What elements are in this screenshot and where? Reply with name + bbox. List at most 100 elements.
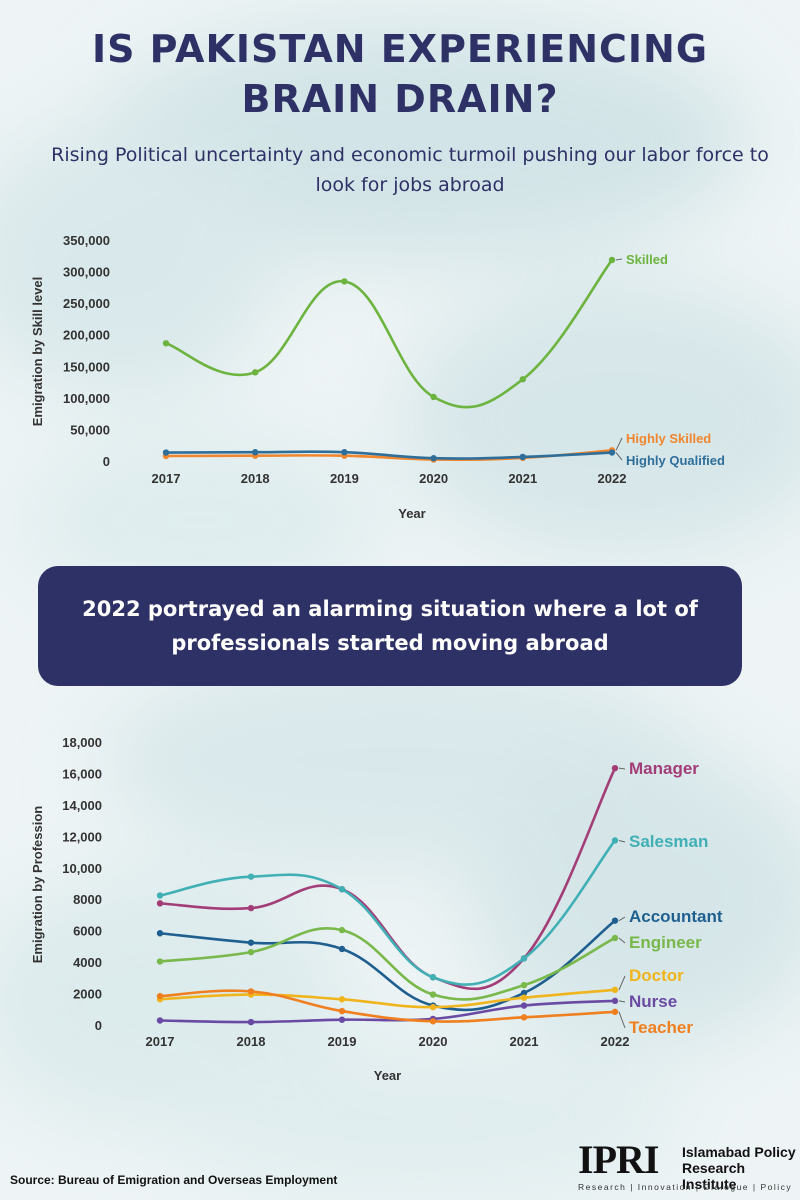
logo-name-line-2: Research Institute <box>682 1160 746 1192</box>
series-line-doctor <box>158 988 617 1009</box>
page-subtitle: Rising Political uncertainty and economi… <box>51 144 769 196</box>
series-label-nurse: Nurse <box>629 992 677 1011</box>
series-label-manager: Manager <box>629 759 699 778</box>
data-point-teacher <box>338 1007 346 1015</box>
series-line-teacher <box>158 989 617 1023</box>
data-point-accountant <box>611 917 619 924</box>
x-tick-label: 2019 <box>330 471 359 486</box>
data-point-highly-qualified <box>162 449 170 456</box>
data-point-doctor <box>520 994 528 1001</box>
x-tick-label: 2017 <box>146 1034 175 1049</box>
logo-name-line-1: Islamabad Policy <box>682 1144 796 1160</box>
data-point-salesman <box>338 886 346 893</box>
y-tick-label: 4000 <box>73 955 102 970</box>
data-point-salesman <box>429 974 437 981</box>
page-title: IS PAKISTAN EXPERIENCING BRAIN DRAIN? <box>0 24 800 124</box>
data-point-teacher <box>611 1008 619 1016</box>
data-point-salesman <box>520 955 528 962</box>
data-point-highly-qualified <box>430 455 437 462</box>
series-label-salesman: Salesman <box>629 832 708 851</box>
y-axis-label: Emigration by Skill level <box>30 277 45 427</box>
data-point-teacher <box>429 1018 437 1025</box>
data-point-doctor <box>611 986 619 994</box>
data-point-nurse <box>611 997 619 1005</box>
x-tick-label: 2020 <box>419 471 448 486</box>
series-label-engineer: Engineer <box>629 933 702 952</box>
series-label-highly-qualified: Highly Qualified <box>626 453 725 468</box>
x-tick-label: 2022 <box>601 1034 630 1049</box>
source-note: Source: Bureau of Emigration and Oversea… <box>10 1173 338 1187</box>
x-tick-label: 2022 <box>598 471 627 486</box>
data-point-nurse <box>247 1018 255 1026</box>
ipri-logo: IPRI Islamabad Policy Research Institute… <box>578 1140 798 1195</box>
data-point-skilled <box>608 256 616 264</box>
y-tick-label: 8000 <box>73 892 102 907</box>
y-tick-label: 350,000 <box>63 233 110 248</box>
x-tick-label: 2021 <box>508 471 537 486</box>
series-label-accountant: Accountant <box>629 907 723 926</box>
y-tick-label: 200,000 <box>63 328 110 343</box>
skill-level-chart: 0 50,000 100,000 150,000 200,000 250,000 300,0… <box>30 233 725 521</box>
leader-line-highly-skilled <box>615 437 623 451</box>
x-tick-label: 2020 <box>419 1034 448 1049</box>
data-point-salesman <box>156 892 164 899</box>
title-line-1: IS PAKISTAN EXPERIENCING <box>91 27 709 71</box>
leader-line-salesman <box>618 839 626 843</box>
x-tick-label: 2017 <box>152 471 181 486</box>
logo-tagline: Research | Innovation | Dialogue | Polic… <box>578 1182 793 1192</box>
data-point-engineer <box>247 948 255 956</box>
leader-line-skilled <box>615 258 623 261</box>
title-line-2: BRAIN DRAIN? <box>241 77 559 121</box>
leader-line-doctor <box>618 975 626 991</box>
leader-line-engineer <box>618 937 626 944</box>
data-point-accountant <box>156 930 164 937</box>
logo-name: Islamabad Policy Research Institute <box>682 1144 798 1192</box>
data-point-highly-qualified <box>519 453 526 461</box>
data-point-highly-qualified <box>608 449 616 456</box>
data-point-doctor <box>429 1003 437 1011</box>
series-label-skilled: Skilled <box>626 252 668 267</box>
data-point-engineer <box>611 934 619 942</box>
data-point-accountant <box>520 989 528 997</box>
leader-line-highly-qualified <box>615 452 623 461</box>
data-point-highly-qualified <box>341 449 348 456</box>
highlight-banner: 2022 portrayed an alarming situation whe… <box>38 566 742 686</box>
x-tick-label: 2018 <box>241 471 270 486</box>
y-tick-label: 16,000 <box>62 766 102 781</box>
y-tick-label: 18,000 <box>62 735 102 750</box>
data-point-nurse <box>520 1002 528 1009</box>
data-point-manager <box>156 900 164 907</box>
data-point-nurse <box>338 1016 346 1023</box>
data-point-skilled <box>430 393 437 401</box>
data-point-skilled <box>162 340 170 347</box>
leader-line-teacher <box>618 1011 626 1029</box>
series-line-engineer <box>158 927 617 1001</box>
data-point-teacher <box>247 988 255 995</box>
logo-mark: IPRI <box>578 1137 659 1182</box>
series-label-doctor: Doctor <box>629 966 684 985</box>
y-tick-label: 10,000 <box>62 861 102 876</box>
data-point-salesman <box>247 873 255 880</box>
data-point-doctor <box>338 996 346 1003</box>
data-point-nurse <box>156 1017 164 1024</box>
y-tick-label: 0 <box>95 1018 102 1033</box>
series-line-nurse <box>158 999 617 1024</box>
data-point-teacher <box>520 1014 528 1021</box>
leader-line-accountant <box>618 916 626 922</box>
data-point-engineer <box>429 991 437 998</box>
data-point-engineer <box>338 926 346 934</box>
y-tick-label: 300,000 <box>63 265 110 280</box>
y-tick-label: 50,000 <box>70 422 110 437</box>
y-tick-label: 14,000 <box>62 798 102 813</box>
series-label-teacher: Teacher <box>629 1018 693 1037</box>
y-tick-label: 250,000 <box>63 296 110 311</box>
data-point-highly-qualified <box>252 449 259 456</box>
data-point-engineer <box>520 981 528 989</box>
data-point-skilled <box>341 278 348 285</box>
x-tick-label: 2018 <box>237 1034 266 1049</box>
y-axis-label: Emigration by Profession <box>30 806 45 964</box>
data-point-manager <box>611 764 619 772</box>
y-tick-label: 150,000 <box>63 359 110 374</box>
x-tick-label: 2019 <box>328 1034 357 1049</box>
y-tick-label: 100,000 <box>63 391 110 406</box>
